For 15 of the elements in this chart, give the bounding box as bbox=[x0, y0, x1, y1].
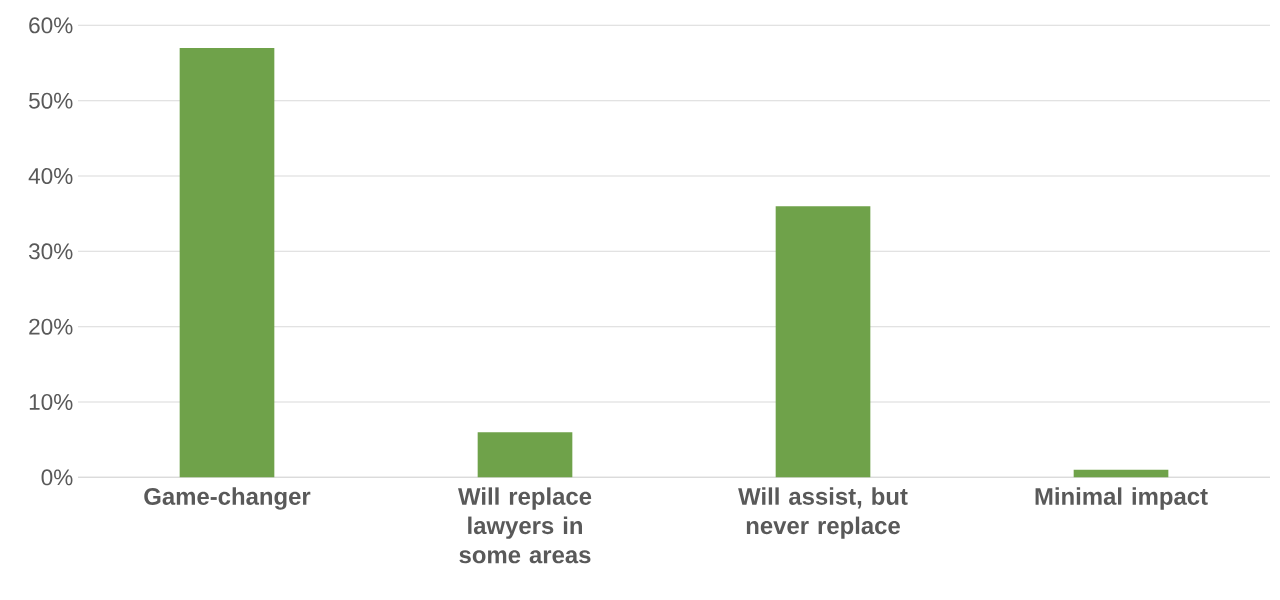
x-tick-label: Minimal impact bbox=[1035, 487, 1208, 510]
y-tick-label: 60% bbox=[29, 17, 73, 34]
y-tick-label: 30% bbox=[28, 243, 73, 260]
x-tick-label: Will replace lawyers in some areas bbox=[458, 487, 592, 564]
bar bbox=[775, 206, 871, 478]
x-tick-label: Game-changer bbox=[144, 487, 311, 510]
y-tick-label: 10% bbox=[29, 394, 73, 410]
y-tick-label: 50% bbox=[29, 92, 73, 109]
y-tick-label: 0% bbox=[41, 469, 73, 486]
y-tick-label: 20% bbox=[29, 318, 73, 335]
bar bbox=[477, 432, 573, 478]
x-tick-label: Will assist, but never replace bbox=[738, 487, 908, 539]
bar bbox=[1073, 469, 1169, 478]
y-tick-label: 40% bbox=[28, 168, 73, 185]
bar bbox=[179, 47, 275, 478]
